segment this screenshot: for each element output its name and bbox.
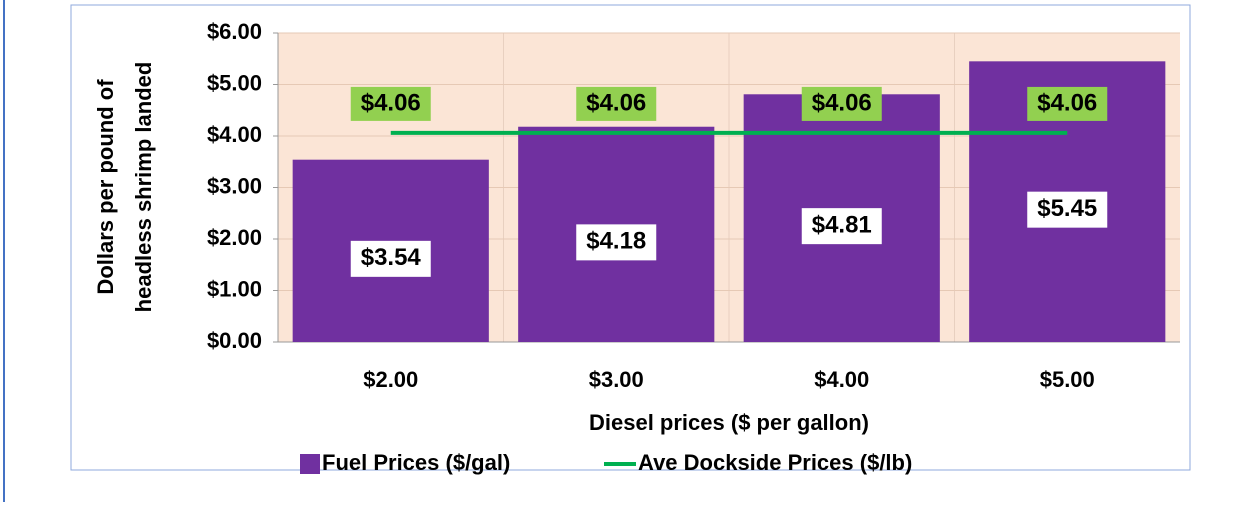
data-label-box bbox=[576, 86, 657, 121]
y-tick-label: $6.00 bbox=[207, 19, 262, 44]
data-label-box bbox=[576, 224, 657, 261]
data-label: $5.45 bbox=[1037, 195, 1097, 222]
data-label: $4.06 bbox=[361, 89, 421, 116]
y-tick-label: $0.00 bbox=[207, 328, 262, 353]
y-tick-label: $1.00 bbox=[207, 276, 262, 301]
data-label: $4.81 bbox=[812, 211, 872, 238]
legend-label: Ave Dockside Prices ($/lb) bbox=[638, 450, 912, 475]
data-label-box bbox=[1027, 86, 1108, 121]
data-label: $3.54 bbox=[361, 244, 422, 271]
legend-swatch bbox=[300, 454, 320, 474]
y-axis-title: Dollars per pound of bbox=[93, 79, 118, 295]
data-label: $4.06 bbox=[586, 89, 646, 116]
legend-label: Fuel Prices ($/gal) bbox=[322, 450, 510, 475]
y-tick-label: $2.00 bbox=[207, 225, 262, 250]
x-tick-label: $3.00 bbox=[589, 367, 644, 392]
data-label-box bbox=[350, 86, 431, 121]
x-tick-label: $5.00 bbox=[1040, 367, 1095, 392]
y-tick-label: $3.00 bbox=[207, 173, 262, 198]
data-label: $4.06 bbox=[812, 89, 872, 116]
data-label-box bbox=[801, 208, 882, 245]
data-label-box bbox=[1027, 191, 1108, 228]
y-tick-label: $5.00 bbox=[207, 70, 262, 95]
data-label: $4.06 bbox=[1037, 89, 1097, 116]
data-label-box bbox=[350, 240, 431, 277]
data-label: $4.18 bbox=[586, 228, 646, 255]
y-tick-label: $4.00 bbox=[207, 122, 262, 147]
y-axis-title: headless shrimp landed bbox=[131, 62, 156, 313]
data-label-box bbox=[801, 86, 882, 121]
x-tick-label: $2.00 bbox=[363, 367, 418, 392]
x-axis-title: Diesel prices ($ per gallon) bbox=[589, 410, 869, 435]
x-tick-label: $4.00 bbox=[814, 367, 869, 392]
